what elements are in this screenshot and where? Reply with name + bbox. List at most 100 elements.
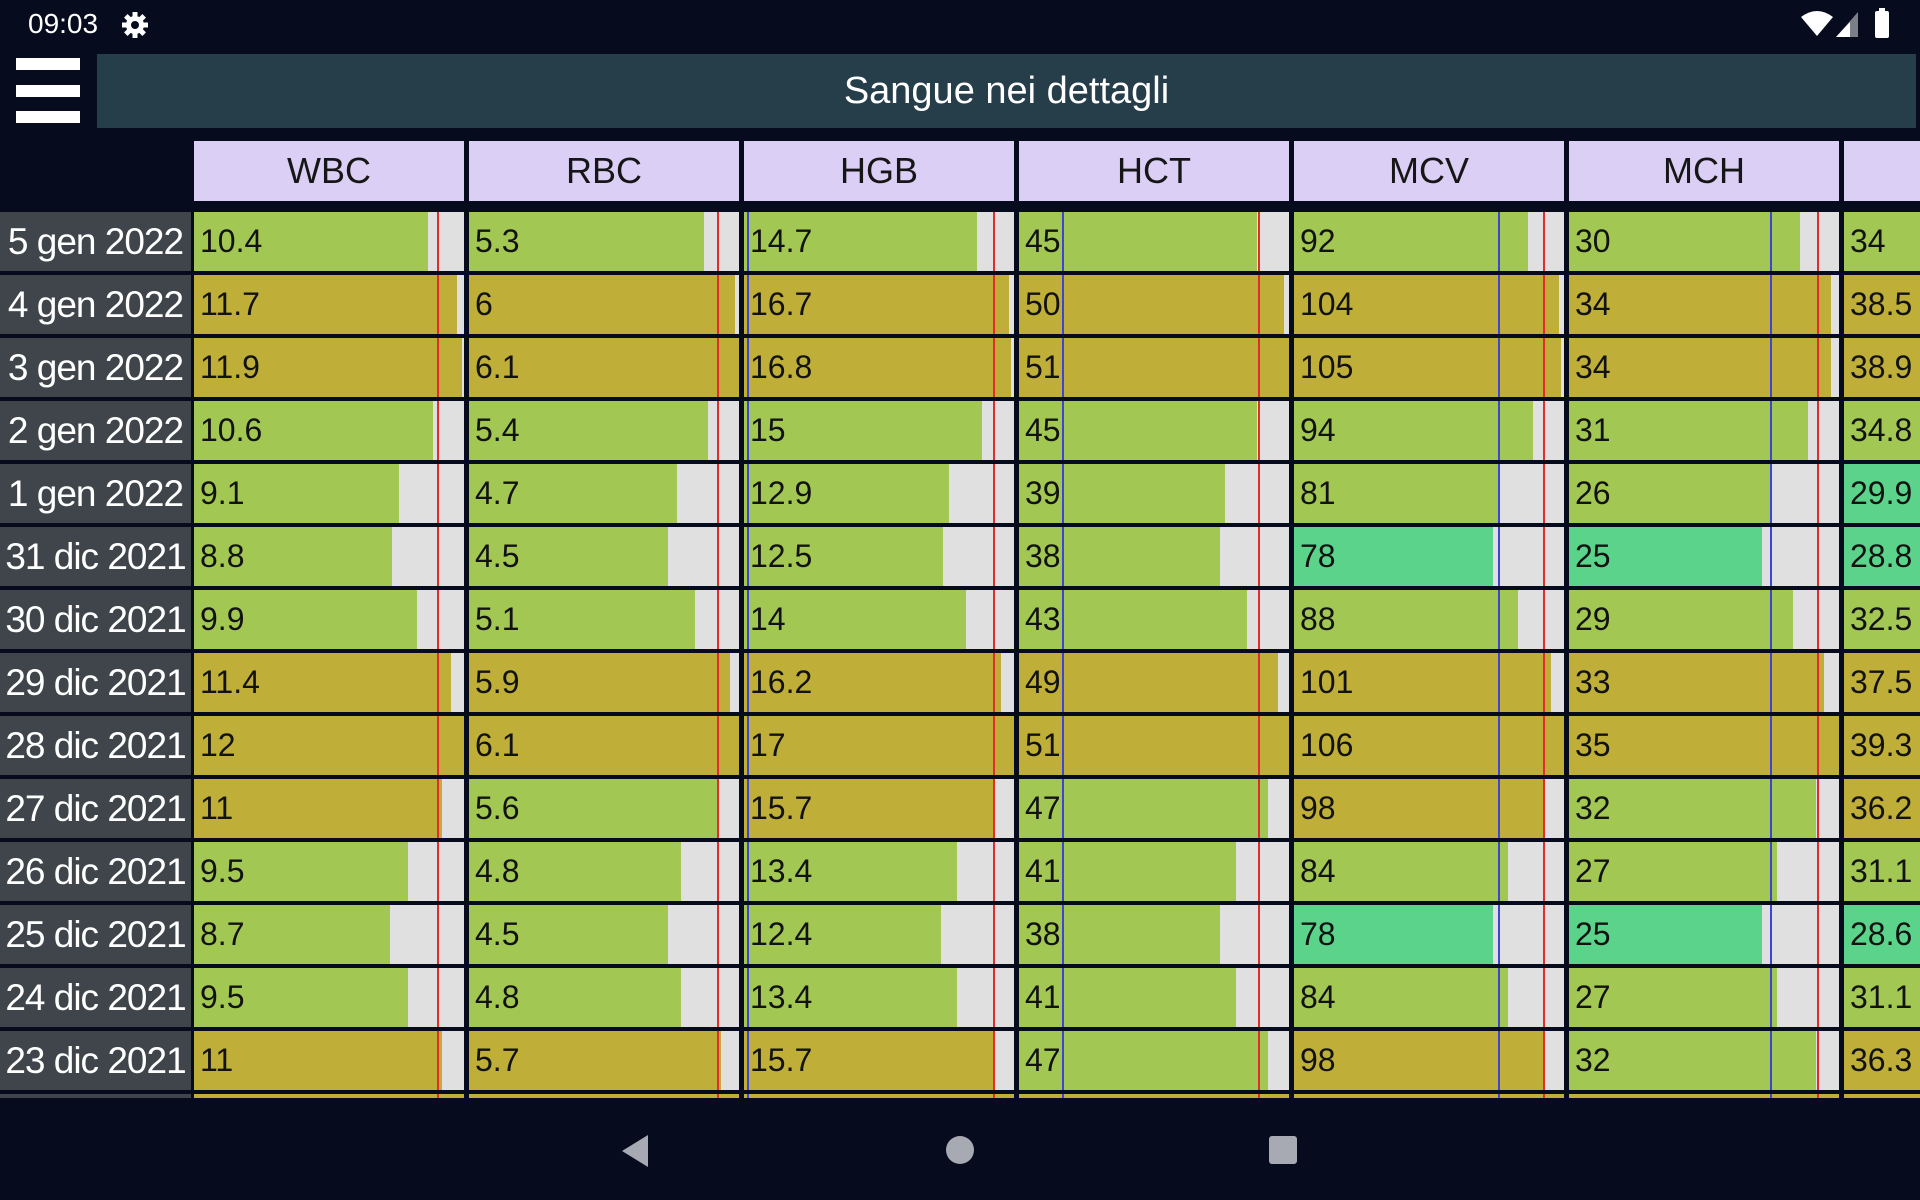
value-cell[interactable]: 12.4 (744, 905, 1014, 964)
value-cell[interactable]: 33 (1569, 653, 1839, 712)
value-cell[interactable]: 5.4 (469, 401, 739, 460)
value-cell[interactable]: 94 (1294, 401, 1564, 460)
value-cell[interactable]: 4.8 (469, 968, 739, 1027)
value-cell[interactable]: 9.5 (194, 968, 464, 1027)
value-cell[interactable] (744, 1094, 1014, 1098)
value-cell[interactable]: 34 (1569, 338, 1839, 397)
value-cell[interactable]: 104 (1294, 275, 1564, 334)
value-cell[interactable]: 4.5 (469, 905, 739, 964)
home-icon[interactable] (946, 1136, 974, 1164)
value-cell[interactable]: 11.7 (194, 275, 464, 334)
value-cell[interactable]: 32 (1569, 779, 1839, 838)
value-cell[interactable]: 25 (1569, 527, 1839, 586)
value-cell[interactable]: 4.7 (469, 464, 739, 523)
value-cell[interactable]: 16.8 (744, 338, 1014, 397)
value-cell[interactable]: 45 (1019, 401, 1289, 460)
value-cell[interactable]: 37.5 (1844, 653, 1920, 712)
value-cell[interactable]: 5.3 (469, 212, 739, 271)
value-cell[interactable]: 28.8 (1844, 527, 1920, 586)
value-cell[interactable]: 11.9 (194, 338, 464, 397)
value-cell[interactable]: 29.9 (1844, 464, 1920, 523)
value-cell[interactable]: 78 (1294, 905, 1564, 964)
value-cell[interactable]: 38.9 (1844, 338, 1920, 397)
value-cell[interactable] (469, 1094, 739, 1098)
row-date[interactable]: 25 dic 2021 (0, 905, 191, 964)
value-cell[interactable]: 31.1 (1844, 968, 1920, 1027)
value-cell[interactable]: 14.7 (744, 212, 1014, 271)
column-header-hgb[interactable]: HGB (744, 141, 1014, 201)
value-cell[interactable]: 78 (1294, 527, 1564, 586)
row-date[interactable]: 31 dic 2021 (0, 527, 191, 586)
hamburger-menu-icon[interactable] (16, 58, 80, 124)
value-cell[interactable]: 51 (1019, 338, 1289, 397)
value-cell[interactable]: 98 (1294, 1031, 1564, 1090)
value-cell[interactable]: 5.9 (469, 653, 739, 712)
row-date[interactable]: 2 gen 2022 (0, 401, 191, 460)
value-cell[interactable]: 31 (1569, 401, 1839, 460)
back-icon[interactable] (620, 1134, 650, 1168)
value-cell[interactable]: 32.5 (1844, 590, 1920, 649)
value-cell[interactable]: 13.4 (744, 968, 1014, 1027)
value-cell[interactable]: 45 (1019, 212, 1289, 271)
value-cell[interactable]: 11.4 (194, 653, 464, 712)
row-date[interactable]: 27 dic 2021 (0, 779, 191, 838)
value-cell[interactable]: 32 (1569, 1031, 1839, 1090)
value-cell[interactable]: 30 (1569, 212, 1839, 271)
value-cell[interactable]: 81 (1294, 464, 1564, 523)
value-cell[interactable]: 35 (1569, 716, 1839, 775)
value-cell[interactable]: 10.4 (194, 212, 464, 271)
value-cell[interactable]: 12 (194, 716, 464, 775)
value-cell[interactable]: 26 (1569, 464, 1839, 523)
value-cell[interactable]: 27 (1569, 842, 1839, 901)
value-cell[interactable] (1569, 1094, 1839, 1098)
column-header-rbc[interactable]: RBC (469, 141, 739, 201)
value-cell[interactable]: 88 (1294, 590, 1564, 649)
value-cell[interactable]: 16.7 (744, 275, 1014, 334)
row-date[interactable]: 3 gen 2022 (0, 338, 191, 397)
row-date[interactable]: 5 gen 2022 (0, 212, 191, 271)
value-cell[interactable]: 36.3 (1844, 1031, 1920, 1090)
value-cell[interactable]: 43 (1019, 590, 1289, 649)
value-cell[interactable]: 27 (1569, 968, 1839, 1027)
column-header-mch[interactable]: MCH (1569, 141, 1839, 201)
row-date[interactable]: 30 dic 2021 (0, 590, 191, 649)
value-cell[interactable]: 31.1 (1844, 842, 1920, 901)
row-date[interactable]: 23 dic 2021 (0, 1031, 191, 1090)
value-cell[interactable]: 47 (1019, 1031, 1289, 1090)
value-cell[interactable]: 28.6 (1844, 905, 1920, 964)
value-cell[interactable]: 10.6 (194, 401, 464, 460)
value-cell[interactable]: 8.7 (194, 905, 464, 964)
row-date[interactable]: 29 dic 2021 (0, 653, 191, 712)
value-cell[interactable]: 16.2 (744, 653, 1014, 712)
value-cell[interactable]: 34 (1844, 212, 1920, 271)
value-cell[interactable]: 5.7 (469, 1031, 739, 1090)
column-header-hct[interactable]: HCT (1019, 141, 1289, 201)
value-cell[interactable]: 8.8 (194, 527, 464, 586)
value-cell[interactable]: 84 (1294, 842, 1564, 901)
value-cell[interactable]: 6.1 (469, 338, 739, 397)
value-cell[interactable]: 98 (1294, 779, 1564, 838)
value-cell[interactable]: 38.5 (1844, 275, 1920, 334)
value-cell[interactable] (1019, 1094, 1289, 1098)
value-cell[interactable]: 29 (1569, 590, 1839, 649)
value-cell[interactable]: 25 (1569, 905, 1839, 964)
value-cell[interactable]: 9.5 (194, 842, 464, 901)
row-date[interactable]: 24 dic 2021 (0, 968, 191, 1027)
row-date[interactable]: 4 gen 2022 (0, 275, 191, 334)
column-header-wbc[interactable]: WBC (194, 141, 464, 201)
value-cell[interactable]: 38 (1019, 527, 1289, 586)
column-header-mcv[interactable]: MCV (1294, 141, 1564, 201)
value-cell[interactable]: 38 (1019, 905, 1289, 964)
value-cell[interactable]: 11 (194, 779, 464, 838)
value-cell[interactable]: 101 (1294, 653, 1564, 712)
value-cell[interactable]: 15.7 (744, 1031, 1014, 1090)
value-cell[interactable]: 106 (1294, 716, 1564, 775)
value-cell[interactable]: 5.6 (469, 779, 739, 838)
value-cell[interactable]: 6.1 (469, 716, 739, 775)
row-date[interactable]: 26 dic 2021 (0, 842, 191, 901)
value-cell[interactable]: 39.3 (1844, 716, 1920, 775)
value-cell[interactable]: 12.5 (744, 527, 1014, 586)
value-cell[interactable]: 5.1 (469, 590, 739, 649)
value-cell[interactable]: 47 (1019, 779, 1289, 838)
value-cell[interactable]: 15 (744, 401, 1014, 460)
